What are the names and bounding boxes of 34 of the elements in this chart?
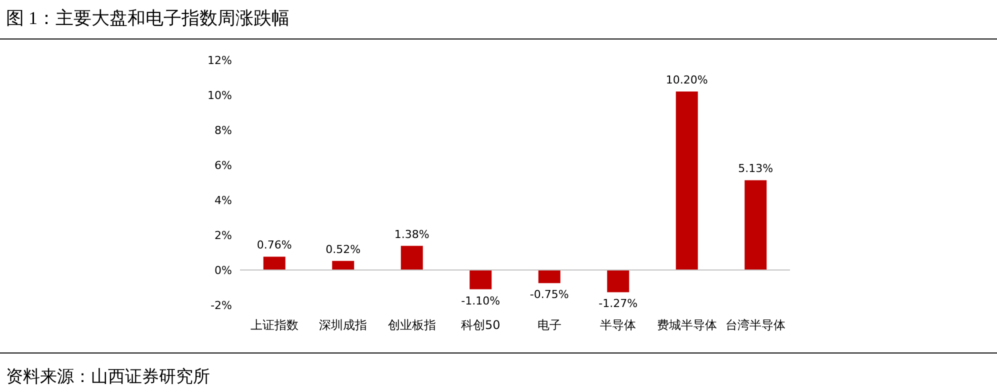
x-tick-label: 创业板指 xyxy=(388,318,436,332)
bar xyxy=(263,256,286,270)
y-tick-label: 2% xyxy=(214,229,232,242)
x-tick-label: 深圳成指 xyxy=(319,318,368,332)
x-tick-label: 科创50 xyxy=(460,318,500,332)
y-tick-label: 0% xyxy=(214,264,232,277)
x-tick-label: 台湾半导体 xyxy=(726,318,786,332)
bar xyxy=(400,246,423,270)
bar xyxy=(332,260,354,270)
y-tick-label: 10% xyxy=(208,89,232,102)
y-tick-label: -2% xyxy=(210,299,232,312)
bar xyxy=(676,92,698,270)
x-tick-label: 半导体 xyxy=(600,318,636,332)
x-tick-label: 费城半导体 xyxy=(656,318,717,332)
x-tick-label: 上证指数 xyxy=(250,318,298,332)
y-tick-label: 8% xyxy=(214,124,232,137)
bar xyxy=(538,270,560,284)
data-label: 10.20% xyxy=(666,74,708,86)
data-label: 5.13% xyxy=(738,162,774,176)
data-label: 0.76% xyxy=(256,238,292,252)
data-label: 0.52% xyxy=(326,242,361,256)
bar xyxy=(470,270,492,290)
x-tick-label: 电子 xyxy=(537,318,562,332)
data-label: -0.75% xyxy=(530,288,569,302)
y-tick-label: 4% xyxy=(214,194,232,207)
chart-title: 图 1：主要大盘和电子指数周涨跌幅 xyxy=(6,8,290,28)
bar xyxy=(744,180,767,270)
data-label: 1.38% xyxy=(394,228,430,241)
data-label: -1.27% xyxy=(598,297,638,310)
text: 资料来源：山西证券研究所 xyxy=(6,367,210,386)
data-label: -1.10% xyxy=(461,294,500,308)
bar xyxy=(607,270,630,292)
y-tick-label: 6% xyxy=(214,159,232,172)
y-tick-label: 12% xyxy=(208,54,232,67)
